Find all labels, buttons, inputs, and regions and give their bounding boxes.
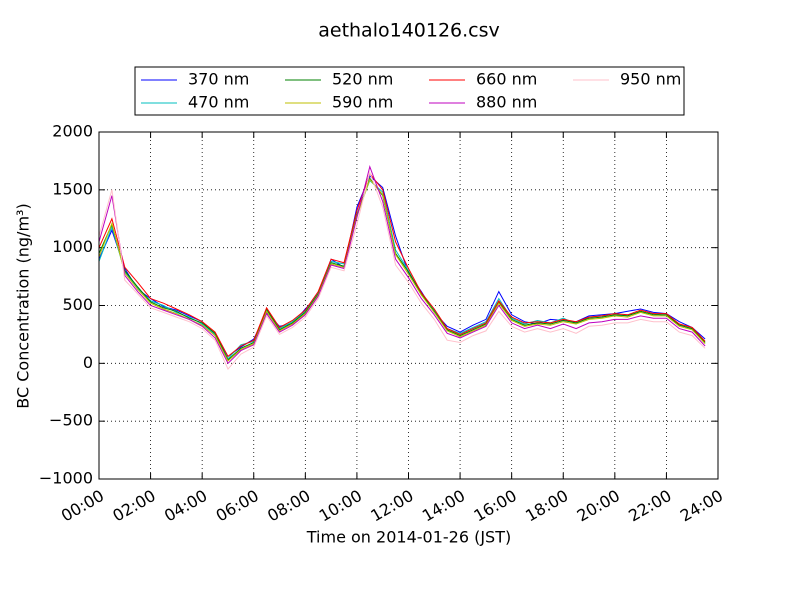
x-axis-label: Time on 2014-01-26 (JST) — [306, 528, 511, 547]
legend-label: 370 nm — [188, 70, 249, 89]
y-tick-label: 500 — [62, 295, 93, 314]
legend-label: 470 nm — [188, 93, 249, 112]
y-axis-label: BC Concentration (ng/m³) — [14, 203, 33, 408]
plot-frame — [98, 131, 719, 480]
data-line — [98, 177, 706, 361]
y-tick-label: −1000 — [39, 469, 93, 488]
legend-label: 590 nm — [332, 93, 393, 112]
legend-label: 660 nm — [476, 70, 537, 89]
legend-label: 520 nm — [332, 70, 393, 89]
chart-title: aethalo140126.csv — [318, 20, 500, 42]
y-tick-label: 1000 — [52, 237, 93, 256]
legend-box — [134, 66, 685, 116]
legend-label: 880 nm — [476, 93, 537, 112]
y-tick-label: −500 — [49, 411, 93, 430]
y-tick-label: 0 — [83, 353, 93, 372]
data-line — [98, 178, 706, 362]
y-tick-label: 2000 — [52, 122, 93, 141]
y-tick-label: 1500 — [52, 179, 93, 198]
legend-label: 950 nm — [620, 70, 681, 89]
data-line — [98, 172, 706, 358]
data-line — [98, 170, 706, 371]
data-line — [98, 165, 706, 365]
